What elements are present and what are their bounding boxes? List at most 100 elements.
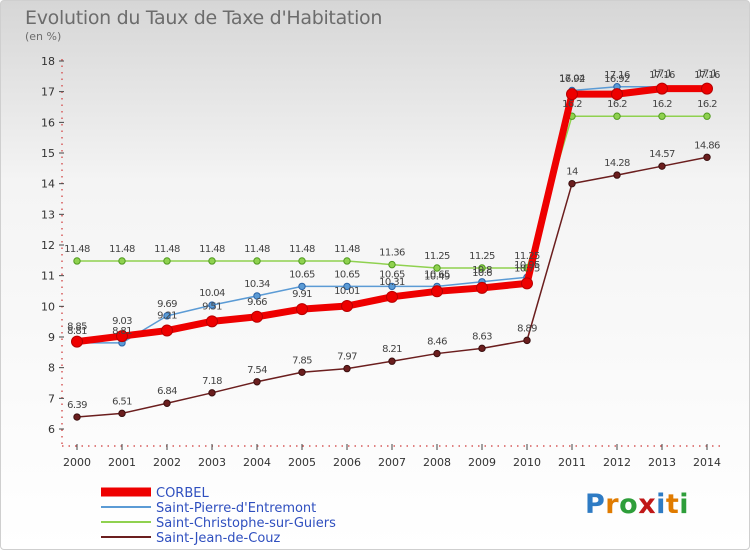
data-label: 11.25 bbox=[424, 251, 450, 262]
data-label: 10.65 bbox=[334, 269, 360, 280]
data-point bbox=[118, 409, 126, 418]
data-point bbox=[658, 162, 666, 170]
data-point bbox=[343, 257, 351, 265]
data-point bbox=[161, 324, 173, 337]
legend-label: CORBEL bbox=[156, 486, 209, 501]
data-label: 7.18 bbox=[202, 376, 222, 387]
data-point bbox=[208, 257, 216, 265]
data-point bbox=[388, 260, 396, 269]
data-label: 8.81 bbox=[67, 326, 87, 337]
data-label: 10.04 bbox=[199, 288, 225, 299]
proxiti-logo: Proxiti bbox=[585, 489, 690, 520]
data-label: 10.49 bbox=[424, 271, 450, 282]
data-label: 10.01 bbox=[334, 286, 360, 297]
data-point bbox=[431, 285, 443, 298]
x-tick-label: 2008 bbox=[423, 456, 451, 469]
data-label: 10.6 bbox=[472, 268, 492, 279]
data-label: 16.2 bbox=[697, 99, 717, 110]
y-tick-label: 17 bbox=[41, 86, 55, 99]
data-label: 9.69 bbox=[157, 299, 177, 310]
data-label: 8.21 bbox=[382, 344, 402, 355]
data-label: 14.28 bbox=[604, 158, 630, 169]
x-tick-label: 2003 bbox=[198, 456, 226, 469]
data-label: 10.8 bbox=[472, 265, 492, 276]
data-point bbox=[613, 112, 621, 120]
data-point bbox=[478, 264, 486, 272]
y-tick-label: 18 bbox=[41, 55, 55, 68]
legend-label: Saint-Pierre-d'Entremont bbox=[156, 501, 316, 516]
x-tick-label: 2001 bbox=[108, 456, 136, 469]
data-point bbox=[208, 389, 216, 397]
y-tick-label: 13 bbox=[41, 208, 55, 221]
y-tick-label: 16 bbox=[41, 116, 55, 129]
data-point bbox=[703, 153, 711, 161]
y-tick-label: 7 bbox=[48, 392, 55, 405]
data-label: 10.65 bbox=[424, 269, 450, 280]
data-point bbox=[73, 257, 81, 265]
data-point bbox=[656, 82, 668, 95]
data-label: 16.2 bbox=[562, 99, 582, 110]
data-label: 11.48 bbox=[109, 244, 135, 255]
data-point bbox=[341, 300, 353, 313]
x-tick-label: 2014 bbox=[693, 456, 721, 469]
data-point bbox=[523, 336, 531, 345]
x-tick-label: 2013 bbox=[648, 456, 676, 469]
data-point bbox=[476, 281, 488, 294]
data-point bbox=[298, 368, 306, 376]
y-tick-label: 11 bbox=[41, 270, 55, 283]
x-tick-label: 2006 bbox=[333, 456, 361, 469]
x-tick-label: 2009 bbox=[468, 456, 496, 469]
x-tick-label: 2005 bbox=[288, 456, 316, 469]
data-label: 17.1 bbox=[697, 69, 717, 80]
data-label: 10.95 bbox=[514, 260, 540, 271]
data-point bbox=[73, 413, 81, 421]
data-label: 9.21 bbox=[157, 311, 177, 322]
data-label: 8.89 bbox=[517, 323, 537, 334]
data-label: 16.2 bbox=[607, 99, 627, 110]
data-point bbox=[568, 179, 576, 188]
data-label: 10.65 bbox=[379, 269, 405, 280]
data-point bbox=[611, 88, 623, 101]
data-point bbox=[298, 257, 306, 265]
data-point bbox=[116, 330, 128, 343]
data-point bbox=[208, 301, 216, 309]
data-point bbox=[658, 112, 666, 120]
data-label: 10.65 bbox=[289, 269, 315, 280]
data-label: 7.54 bbox=[247, 365, 267, 376]
data-label: 16.2 bbox=[652, 99, 672, 110]
data-point bbox=[388, 357, 396, 365]
data-point bbox=[566, 88, 578, 101]
data-label: 16.92 bbox=[559, 74, 585, 85]
data-label: 6.51 bbox=[112, 396, 132, 407]
data-point bbox=[343, 282, 351, 291]
data-label: 17.1 bbox=[652, 69, 672, 80]
data-label: 11.25 bbox=[469, 251, 495, 262]
data-label: 7.97 bbox=[337, 352, 357, 363]
legend-label: Saint-Jean-de-Couz bbox=[156, 531, 281, 546]
data-label: 14 bbox=[566, 167, 578, 178]
data-point bbox=[478, 344, 486, 353]
series-0 bbox=[71, 82, 713, 348]
x-tick-label: 2010 bbox=[513, 456, 541, 469]
data-point bbox=[251, 310, 263, 323]
data-label: 17.16 bbox=[604, 70, 630, 81]
data-label: 9.66 bbox=[247, 297, 267, 308]
data-label: 8.63 bbox=[472, 331, 492, 342]
data-label: 10.34 bbox=[244, 279, 270, 290]
data-label: 8.85 bbox=[67, 322, 87, 333]
data-label: 8.81 bbox=[112, 326, 132, 337]
y-tick-label: 8 bbox=[48, 362, 55, 375]
data-label: 16.92 bbox=[604, 74, 630, 85]
x-tick-label: 2011 bbox=[558, 456, 586, 469]
data-point bbox=[253, 378, 261, 386]
data-point bbox=[163, 312, 171, 320]
data-point bbox=[253, 292, 261, 300]
x-tick-label: 2002 bbox=[153, 456, 181, 469]
data-label: 14.57 bbox=[649, 149, 675, 160]
data-label: 9.91 bbox=[292, 289, 312, 300]
data-point bbox=[701, 82, 713, 95]
data-label: 11.48 bbox=[64, 244, 90, 255]
y-tick-label: 15 bbox=[41, 147, 55, 160]
